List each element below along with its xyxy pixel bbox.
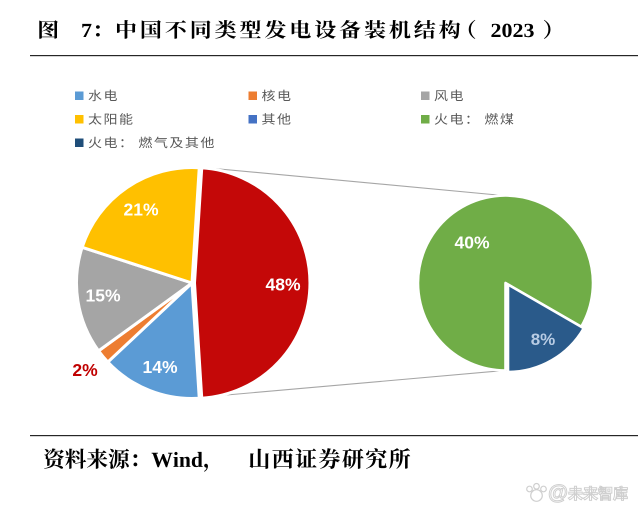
svg-text:15%: 15% [85,285,120,305]
svg-text:48%: 48% [265,275,300,295]
svg-text:2%: 2% [72,360,98,380]
svg-text:14%: 14% [142,357,177,377]
svg-text:21%: 21% [123,199,158,219]
svg-text:40%: 40% [454,232,489,252]
svg-text:8%: 8% [531,330,556,349]
